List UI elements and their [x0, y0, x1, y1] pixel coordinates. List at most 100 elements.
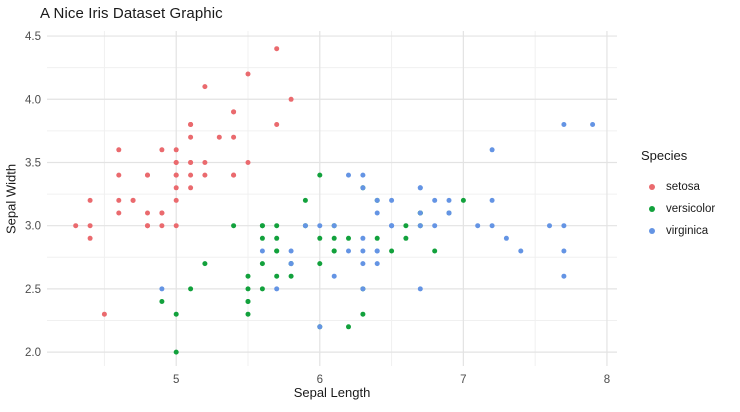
data-point-versicolor: [288, 273, 294, 279]
data-point-setosa: [274, 122, 280, 127]
data-point-setosa: [145, 210, 150, 216]
data-point-setosa: [231, 109, 237, 115]
data-point-versicolor: [317, 261, 323, 267]
data-point-versicolor: [374, 235, 380, 241]
x-tick-label: 7: [460, 374, 466, 386]
data-point-versicolor: [188, 286, 194, 292]
data-point-setosa: [173, 197, 179, 203]
data-point-virginica: [346, 172, 351, 178]
data-point-virginica: [417, 286, 423, 292]
data-point-versicolor: [403, 223, 409, 229]
data-point-setosa: [116, 210, 122, 216]
data-point-versicolor: [389, 248, 395, 254]
data-point-virginica: [446, 197, 452, 203]
data-point-virginica: [360, 286, 366, 292]
data-point-virginica: [446, 210, 452, 216]
chart-title: A Nice Iris Dataset Graphic: [40, 5, 223, 22]
y-tick-label: 2.0: [25, 347, 41, 359]
data-point-virginica: [374, 261, 380, 267]
data-point-virginica: [417, 210, 423, 216]
data-point-setosa: [202, 160, 208, 165]
legend: Species setosa versicolor virginica: [641, 148, 715, 237]
data-point-versicolor: [274, 223, 280, 229]
data-point-virginica: [259, 248, 265, 254]
data-point-virginica: [417, 185, 423, 191]
data-point-virginica: [561, 223, 567, 229]
data-point-setosa: [173, 160, 179, 165]
data-point-versicolor: [403, 235, 409, 241]
data-point-setosa: [231, 172, 237, 178]
data-point-virginica: [489, 147, 495, 153]
data-point-virginica: [590, 122, 596, 127]
legend-key-dot-virginica: [649, 228, 655, 234]
legend-label: setosa: [666, 181, 700, 193]
data-point-setosa: [188, 122, 194, 127]
y-tick-label: 2.5: [25, 284, 41, 296]
data-point-setosa: [188, 172, 194, 178]
data-point-virginica: [302, 223, 308, 229]
y-tick-label: 4.0: [25, 94, 41, 106]
data-point-setosa: [159, 223, 165, 229]
data-point-virginica: [360, 235, 366, 241]
data-point-virginica: [360, 185, 366, 191]
data-point-versicolor: [432, 248, 438, 254]
panel-background: [47, 31, 617, 366]
data-point-versicolor: [331, 248, 337, 254]
data-point-versicolor: [302, 197, 308, 203]
data-point-virginica: [331, 223, 337, 229]
data-point-virginica: [317, 324, 323, 330]
data-point-setosa: [159, 210, 165, 216]
data-point-virginica: [274, 286, 280, 292]
data-point-setosa: [245, 71, 251, 77]
data-point-setosa: [145, 223, 150, 229]
data-point-setosa: [188, 160, 194, 165]
x-tick-label: 5: [173, 374, 179, 386]
data-point-setosa: [145, 172, 150, 178]
legend-label: versicolor: [666, 203, 716, 215]
data-point-setosa: [188, 185, 194, 191]
data-point-setosa: [116, 197, 122, 203]
data-point-setosa: [116, 147, 122, 153]
data-point-setosa: [87, 197, 93, 203]
data-point-virginica: [346, 248, 351, 254]
x-tick-label: 8: [604, 374, 610, 386]
data-point-versicolor: [274, 273, 280, 279]
data-point-versicolor: [245, 299, 251, 304]
data-point-versicolor: [259, 286, 265, 292]
data-point-virginica: [489, 197, 495, 203]
data-point-virginica: [360, 172, 366, 178]
y-tick-label: 3.5: [25, 157, 41, 169]
data-point-virginica: [432, 197, 438, 203]
data-point-versicolor: [360, 311, 366, 317]
y-tick-label: 4.5: [25, 31, 41, 43]
data-point-versicolor: [173, 311, 179, 317]
data-point-setosa: [173, 172, 179, 178]
data-point-virginica: [503, 235, 509, 241]
data-point-setosa: [73, 223, 79, 229]
data-point-setosa: [245, 160, 251, 165]
data-point-versicolor: [231, 223, 237, 229]
data-point-virginica: [360, 261, 366, 267]
data-point-setosa: [188, 134, 194, 140]
data-point-versicolor: [259, 223, 265, 229]
data-point-virginica: [561, 122, 567, 127]
data-point-virginica: [374, 197, 380, 203]
data-point-virginica: [159, 286, 165, 292]
data-point-virginica: [547, 223, 552, 229]
data-point-setosa: [202, 172, 208, 178]
data-point-virginica: [518, 248, 524, 254]
data-point-versicolor: [346, 324, 351, 330]
data-point-setosa: [87, 223, 93, 229]
data-point-setosa: [231, 134, 237, 140]
legend-title: Species: [641, 148, 688, 163]
data-point-virginica: [288, 248, 294, 254]
data-point-virginica: [475, 223, 481, 229]
data-point-setosa: [101, 311, 107, 317]
data-point-versicolor: [159, 299, 165, 304]
data-point-setosa: [130, 197, 136, 203]
data-point-setosa: [159, 147, 165, 153]
data-point-versicolor: [331, 235, 337, 241]
data-point-setosa: [173, 147, 179, 153]
